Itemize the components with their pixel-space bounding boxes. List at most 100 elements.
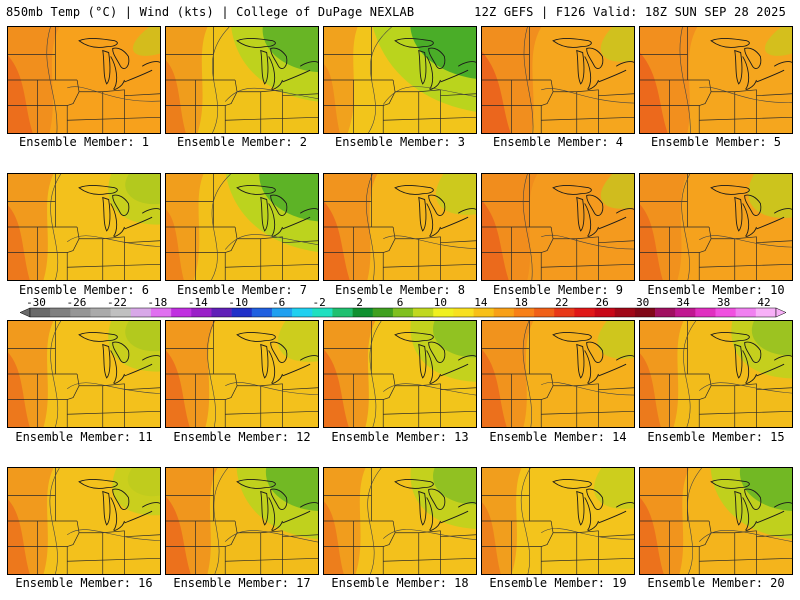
ensemble-member-label: Ensemble Member: 20 (647, 576, 785, 590)
cool-region (597, 321, 634, 359)
ensemble-member-label: Ensemble Member: 2 (176, 135, 308, 149)
isotherm-contour (541, 234, 634, 250)
ensemble-member-label: Ensemble Member: 15 (647, 430, 785, 444)
ensemble-member-label: Ensemble Member: 14 (489, 430, 627, 444)
isotherm-contour (369, 321, 382, 427)
colorbar-segment (50, 308, 71, 317)
state-borders (8, 27, 160, 133)
isotherm-contour (687, 468, 702, 574)
isotherm-contour (522, 321, 532, 427)
ensemble-member-label: Ensemble Member: 13 (331, 430, 469, 444)
colorbar-segment (574, 308, 595, 317)
colorbar-segment (271, 308, 293, 317)
hot-region (166, 350, 190, 427)
cold-region (739, 468, 792, 511)
isotherm-contour (207, 321, 216, 427)
cool-region (435, 174, 476, 215)
colorbar-tick-label: 38 (717, 297, 730, 309)
ensemble-member-label: Ensemble Member: 9 (492, 283, 624, 297)
colorbar-tick-label: 42 (757, 297, 770, 309)
cold-region (259, 174, 318, 222)
colorbar-tick-label: 14 (474, 297, 488, 309)
state-borders (324, 27, 476, 133)
hot-region (640, 353, 661, 427)
isotherm-contour (541, 88, 634, 104)
map-panel-svg (166, 468, 318, 574)
great-lakes (78, 185, 160, 237)
ensemble-member-panel (165, 26, 319, 134)
map-panel-svg (166, 174, 318, 280)
ensemble-member-panel (323, 320, 477, 428)
hot-region (166, 60, 186, 133)
cool-region (132, 27, 160, 56)
colorbar-segment (392, 308, 414, 317)
state-borders (166, 468, 318, 574)
colorbar-tick-label: 30 (636, 297, 649, 309)
ensemble-member-panel (639, 173, 793, 281)
map-panel-svg (8, 321, 160, 427)
isotherm-contour (67, 382, 160, 394)
cold-region (127, 468, 160, 497)
cool-region (112, 468, 160, 516)
colorbar-segment (695, 308, 716, 317)
isotherm-contour (211, 174, 231, 280)
colorbar-segment (594, 308, 615, 317)
isotherm-contour (50, 174, 62, 280)
colorbar-segment (433, 308, 454, 317)
hot-region (324, 501, 344, 574)
map-panel-svg (482, 174, 634, 280)
colorbar-segment (634, 308, 656, 317)
ensemble-member-panel (7, 467, 161, 575)
cool-region (764, 27, 792, 56)
ensemble-member-panel (165, 173, 319, 281)
colorbar-segment (231, 308, 253, 317)
map-run-info: 12Z GEFS | F126 Valid: 18Z SUN SEP 28 20… (474, 5, 786, 19)
cool-region (108, 321, 160, 372)
state-borders (482, 174, 634, 280)
great-lakes (552, 185, 634, 237)
colorbar-tick-label: -26 (66, 297, 86, 309)
state-borders (640, 468, 792, 574)
colorbar-segment (110, 308, 132, 317)
cool-region (731, 321, 792, 379)
ensemble-member-panel (639, 467, 793, 575)
state-borders (8, 468, 160, 574)
temperature-colorbar: -30 -26 -22 -18 -14 -10 -6 -2 2 6 10 14 18 22 26 30 34 38… (0, 297, 800, 319)
ensemble-member-label: Ensemble Member: 12 (173, 430, 311, 444)
cool-region (600, 174, 634, 209)
colorbar-tick-label: -14 (188, 297, 208, 309)
cold-region (262, 27, 318, 73)
great-lakes (236, 185, 318, 237)
great-lakes (710, 479, 792, 531)
state-borders (8, 174, 160, 280)
ensemble-member-panel (323, 173, 477, 281)
isotherm-contour (367, 468, 382, 574)
hot-region (8, 55, 33, 133)
hot-region (482, 51, 511, 133)
great-lakes (78, 332, 160, 384)
cool-region (410, 321, 476, 382)
hot-region (640, 52, 668, 133)
colorbar-tick-label: 26 (596, 297, 609, 309)
hot-region (324, 349, 349, 427)
great-lakes (78, 38, 160, 90)
colorbar-tick-label: 6 (397, 297, 404, 309)
isotherm-contour (541, 381, 634, 396)
great-lakes (394, 185, 476, 237)
cold-region (265, 468, 318, 511)
colorbar-segment (655, 308, 676, 317)
colorbar-segment (473, 308, 495, 317)
map-panel-svg (324, 468, 476, 574)
isotherm-contour (67, 529, 160, 541)
ensemble-member-panel (639, 26, 793, 134)
great-lakes (710, 185, 792, 237)
colorbar-tick-label: -22 (107, 297, 127, 309)
hot-region (640, 204, 663, 280)
colorbar-tick-label: 18 (515, 297, 528, 309)
isotherm-contour (541, 528, 634, 540)
hot-region (482, 349, 507, 427)
state-borders (324, 321, 476, 427)
colorbar-segment (735, 308, 757, 317)
isotherm-contour (679, 27, 691, 133)
isotherm-contour (683, 321, 697, 427)
